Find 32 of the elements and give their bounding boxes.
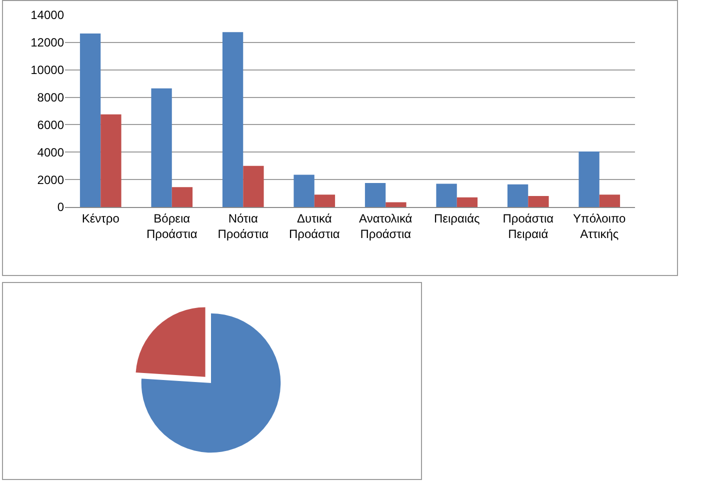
x-tick-label: Ανατολικά Προάστια [359,211,412,241]
bar [314,194,336,207]
bar [222,32,244,207]
bar [294,174,314,207]
bar [243,166,264,207]
x-tick-label: Κέντρο [82,211,120,226]
y-tick-label: 0 [57,200,64,214]
bar [172,187,193,207]
x-tick-label: Υπόλοιπο Αττικής [573,211,626,241]
y-tick-label: 2000 [37,172,64,187]
bar [507,184,528,207]
y-tick-label: 14000 [30,8,64,22]
y-tick-label: 10000 [30,63,64,78]
bar [456,197,478,207]
bar [100,114,122,207]
bar [528,196,549,207]
x-tick-label: Πειραιάς [434,211,480,226]
y-tick-label: 6000 [37,118,64,132]
bar [80,34,101,207]
x-tick-label: Προάστια Πειραιά [502,211,554,241]
bar [436,184,457,207]
y-tick-label: 4000 [37,145,64,160]
bar [578,151,600,207]
y-tick-label: 8000 [37,90,64,104]
bar [386,202,406,207]
y-tick-label: 12000 [30,36,64,50]
bar [599,194,620,207]
x-tick-label: Δυτικά Προάστια [288,211,340,241]
x-tick-label: Βόρεια Προάστια [146,211,198,241]
bar [151,88,172,207]
x-tick-label: Νότια Προάστια [218,211,269,241]
bar [364,183,386,207]
